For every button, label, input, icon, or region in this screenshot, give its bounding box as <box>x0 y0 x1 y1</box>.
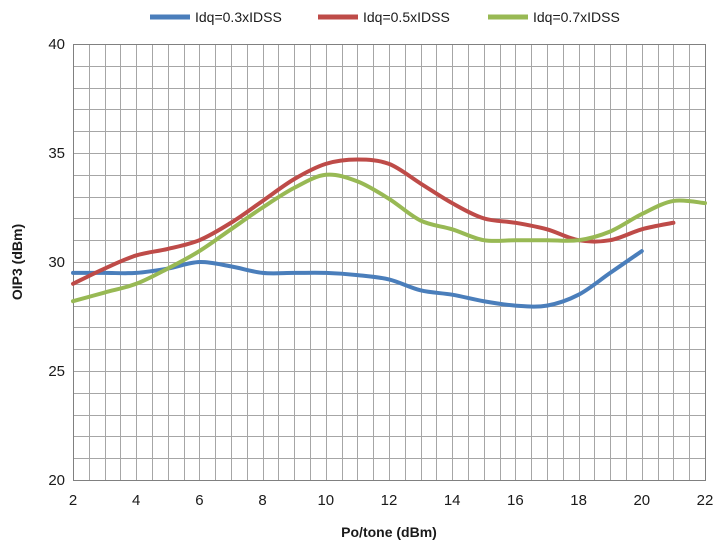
x-tick-label-5: 12 <box>381 492 398 509</box>
grid <box>73 44 706 481</box>
series-group <box>71 157 707 309</box>
series-line-3 <box>71 172 707 304</box>
x-tick-label-10: 22 <box>697 492 714 509</box>
y-tick-label-4: 40 <box>48 36 65 53</box>
plot-area-border <box>73 44 706 481</box>
legend-label-2: Idq=0.5xIDSS <box>363 9 450 25</box>
x-axis-title: Po/tone (dBm) <box>341 524 437 540</box>
x-tick-label-1: 4 <box>132 492 140 509</box>
x-tick-label-2: 6 <box>195 492 203 509</box>
y-tick-label-1: 25 <box>48 363 65 380</box>
x-tick-label-6: 14 <box>444 492 461 509</box>
x-tick-label-3: 8 <box>258 492 266 509</box>
x-tick-label-8: 18 <box>570 492 587 509</box>
y-tick-label-3: 35 <box>48 145 65 162</box>
legend-label-1: Idq=0.3xIDSS <box>195 9 282 25</box>
y-tick-label-0: 20 <box>48 472 65 489</box>
legend-label-3: Idq=0.7xIDSS <box>533 9 620 25</box>
x-tick-label-4: 10 <box>317 492 334 509</box>
x-tick-label-0: 2 <box>69 492 77 509</box>
y-tick-label-2: 30 <box>48 254 65 271</box>
y-axis-tick-labels: 20 25 30 35 40 <box>48 36 65 489</box>
x-axis-tick-labels: 2 4 6 8 10 12 14 16 18 20 22 <box>69 492 714 509</box>
y-axis-title: OIP3 (dBm) <box>9 224 25 300</box>
x-tick-label-7: 16 <box>507 492 524 509</box>
legend: Idq=0.3xIDSS Idq=0.5xIDSS Idq=0.7xIDSS <box>150 9 620 25</box>
x-tick-label-9: 20 <box>633 492 650 509</box>
